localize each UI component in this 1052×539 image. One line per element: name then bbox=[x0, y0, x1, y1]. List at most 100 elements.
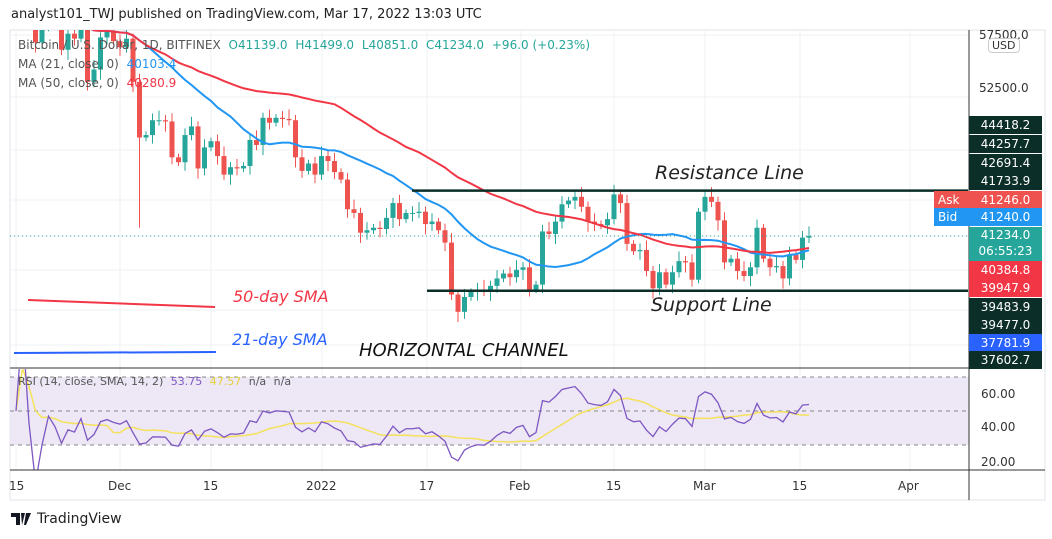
price-label: 40384.8 bbox=[969, 261, 1042, 279]
candle bbox=[455, 289, 461, 322]
price-label: 44418.2 bbox=[969, 116, 1042, 134]
price-label: 44257.7 bbox=[969, 135, 1042, 153]
candle-body bbox=[780, 266, 786, 279]
ma21-value: 40103.4 bbox=[126, 57, 177, 71]
candle bbox=[182, 128, 188, 171]
candle bbox=[390, 197, 396, 229]
candle-body bbox=[325, 156, 331, 162]
candle-body bbox=[442, 230, 448, 243]
candle-body bbox=[371, 227, 376, 231]
candle-body bbox=[754, 227, 760, 268]
candle-body bbox=[540, 231, 545, 285]
candle bbox=[137, 73, 142, 145]
candle bbox=[624, 194, 630, 251]
candle-body bbox=[254, 140, 259, 145]
candle-body bbox=[27, 0, 32, 4]
candle bbox=[689, 254, 695, 287]
candle-body bbox=[605, 219, 610, 226]
price-label: 37602.7 bbox=[969, 351, 1042, 369]
rsi-tick: 60.00 bbox=[981, 387, 1016, 401]
candle bbox=[319, 146, 324, 180]
candle-body bbox=[585, 206, 591, 222]
candle-body bbox=[332, 161, 337, 173]
sma50-label[interactable]: 50-day SMA bbox=[233, 287, 329, 306]
candle bbox=[403, 209, 409, 223]
candle bbox=[358, 207, 363, 243]
open-value: O41139.0 bbox=[228, 38, 288, 52]
candle-body bbox=[774, 266, 779, 268]
candle-body bbox=[78, 30, 84, 39]
candle bbox=[53, 1, 58, 29]
candle-body bbox=[20, 0, 25, 3]
candle-body bbox=[182, 135, 188, 163]
candle-body bbox=[559, 204, 565, 222]
candle bbox=[384, 208, 389, 235]
time-tick: 15 bbox=[203, 479, 219, 493]
candle-body bbox=[208, 141, 214, 148]
candle bbox=[286, 109, 292, 126]
price-label: 41234.0 06:55:23 bbox=[969, 227, 1042, 261]
candle bbox=[150, 113, 155, 144]
ma21-legend[interactable]: MA (21, close, 0) 40103.4 bbox=[18, 57, 180, 71]
rsi-legend[interactable]: RSI (14, close, SMA, 14, 2) 53.75 47.57 … bbox=[18, 375, 295, 388]
time-tick: 2022 bbox=[306, 479, 337, 493]
candle bbox=[501, 269, 506, 283]
candle-body bbox=[364, 230, 370, 233]
sma50-legend-line bbox=[27, 299, 216, 308]
tradingview-logo[interactable]: TradingView bbox=[11, 511, 122, 527]
sma21-label[interactable]: 21-day SMA bbox=[232, 330, 328, 349]
ma50-label: MA (50, close, 0) bbox=[18, 76, 119, 90]
candle bbox=[111, 30, 116, 45]
rsi-label: RSI (14, close, SMA, 14, 2) bbox=[18, 375, 164, 388]
candle bbox=[27, 0, 32, 9]
candle bbox=[423, 206, 428, 235]
rsi-tick: 20.00 bbox=[981, 455, 1016, 469]
candle bbox=[215, 134, 220, 165]
candle bbox=[761, 224, 766, 263]
candle bbox=[520, 262, 526, 280]
price-label: 39477.0 bbox=[969, 316, 1042, 334]
candle-body bbox=[189, 126, 194, 136]
bid-tag: Bid bbox=[934, 208, 973, 226]
sma21-legend-line bbox=[13, 351, 217, 354]
time-tick: Feb bbox=[509, 479, 531, 493]
candle-body bbox=[618, 194, 623, 204]
candle bbox=[20, 0, 25, 11]
candle-body bbox=[403, 212, 409, 220]
candle-body bbox=[85, 30, 90, 82]
currency-badge[interactable]: USD bbox=[988, 38, 1020, 53]
price-label: 41240.0 bbox=[969, 208, 1042, 226]
time-tick: Mar bbox=[693, 479, 716, 493]
candle bbox=[325, 150, 331, 172]
candle bbox=[494, 270, 500, 293]
chart-frame bbox=[9, 29, 1046, 501]
channel-label[interactable]: HORIZONTAL CHANNEL bbox=[359, 340, 569, 361]
candle-body bbox=[566, 200, 571, 205]
resistance-line-label[interactable]: Resistance Line bbox=[655, 162, 804, 184]
ma50-legend[interactable]: MA (50, close, 0) 40280.9 bbox=[18, 76, 180, 90]
candle bbox=[33, 30, 38, 53]
bar-countdown: 06:55:23 bbox=[978, 244, 1033, 258]
candle bbox=[481, 279, 487, 297]
candle-body bbox=[319, 156, 324, 175]
candle-body bbox=[722, 220, 727, 263]
candle bbox=[715, 196, 721, 231]
candle-body bbox=[488, 285, 493, 291]
candle bbox=[774, 256, 779, 273]
candle-body bbox=[260, 117, 266, 145]
candle-body bbox=[423, 211, 428, 225]
candle-body bbox=[806, 236, 812, 238]
ma50-value: 40280.9 bbox=[126, 76, 177, 90]
support-line-label[interactable]: Support Line bbox=[651, 294, 772, 316]
candle-body bbox=[273, 117, 279, 123]
candle-body bbox=[546, 231, 552, 234]
candle-body bbox=[715, 201, 721, 221]
candle-body bbox=[306, 163, 311, 171]
candle bbox=[273, 114, 279, 127]
candle-body bbox=[702, 196, 708, 212]
candle bbox=[787, 246, 792, 286]
candle-body bbox=[377, 227, 383, 230]
candle-body bbox=[358, 212, 363, 233]
candle-body bbox=[553, 221, 558, 234]
